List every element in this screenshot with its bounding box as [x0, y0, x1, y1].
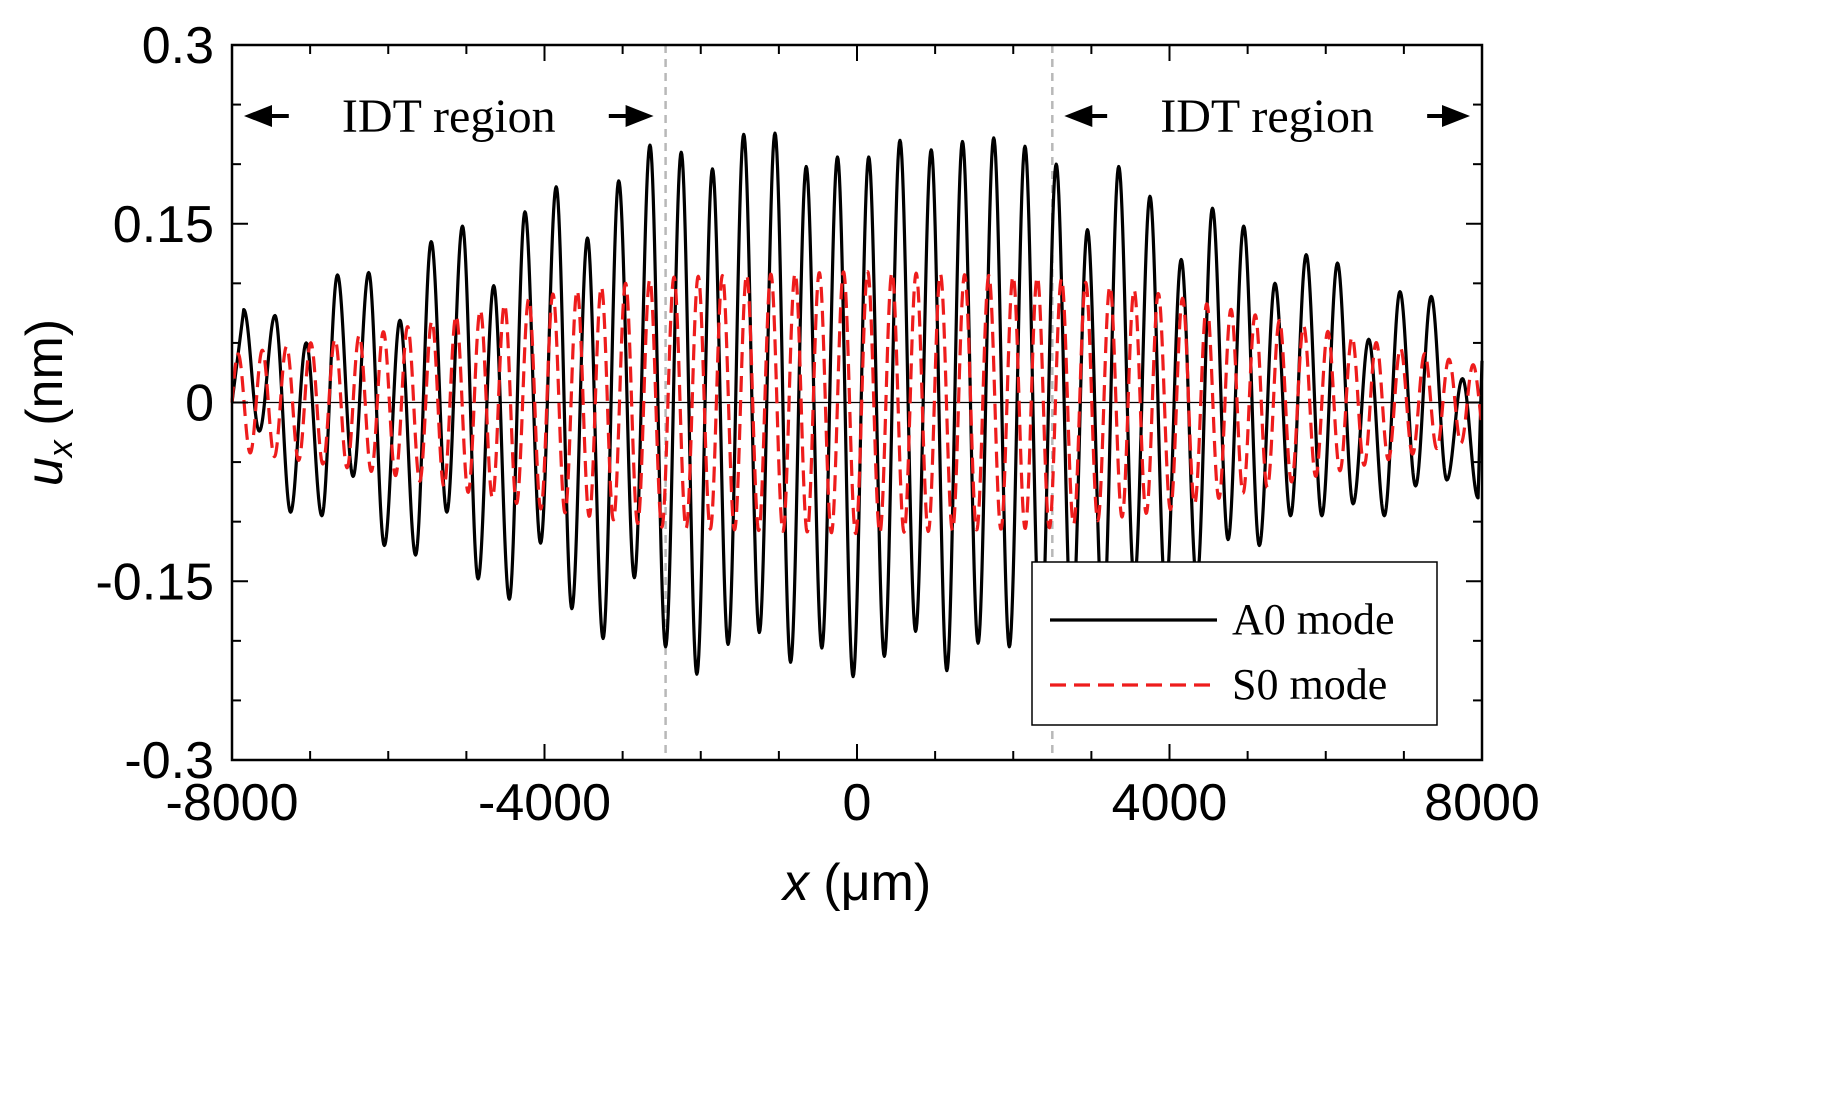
- series-layer: [230, 131, 1484, 679]
- x-axis-unit: (μm): [809, 854, 931, 912]
- annotation-text-bg: [298, 76, 599, 146]
- x-tick-label: -8000: [166, 774, 299, 832]
- y-tick-label: 0.3: [142, 17, 214, 75]
- annotation-arrow-left-head: [244, 105, 272, 127]
- x-tick-label: 8000: [1424, 774, 1540, 832]
- legend-label-a0: A0 mode: [1232, 595, 1395, 644]
- annotation-arrow-right-head: [625, 105, 654, 127]
- annotation-arrow-right-head: [1442, 105, 1470, 127]
- x-tick-label: -4000: [478, 774, 611, 832]
- y-tick-label: -0.15: [95, 553, 214, 611]
- legend-label-s0: S0 mode: [1232, 660, 1387, 709]
- y-axis-subscript: x: [42, 439, 80, 459]
- legend: A0 mode S0 mode: [1031, 561, 1438, 726]
- y-tick-label: 0: [185, 375, 214, 433]
- annotation-layer: IDT region IDT region: [244, 76, 1470, 146]
- y-axis-variable: u: [16, 457, 74, 486]
- series-s0-line: [230, 270, 1484, 536]
- x-axis-title: x (μm): [780, 854, 931, 912]
- legend-box: [1031, 561, 1438, 726]
- annotation-label: IDT region: [1160, 90, 1374, 143]
- x-tick-label: 0: [843, 774, 872, 832]
- annotation-text-bg: [1117, 76, 1418, 146]
- annotation-arrow-left-head: [1064, 105, 1093, 127]
- y-axis-unit: (nm): [16, 319, 74, 440]
- y-axis-title: ux (nm): [16, 319, 80, 486]
- annotation-label: IDT region: [342, 90, 556, 143]
- tick-layer: -8000 -4000 0 4000 8000 -0.3 -0.15 0 0.15 0.3: [95, 17, 1539, 832]
- x-tick-label: 4000: [1112, 774, 1228, 832]
- y-tick-label: 0.15: [113, 196, 214, 254]
- y-tick-label: -0.3: [124, 732, 214, 790]
- x-axis-variable: x: [780, 854, 811, 912]
